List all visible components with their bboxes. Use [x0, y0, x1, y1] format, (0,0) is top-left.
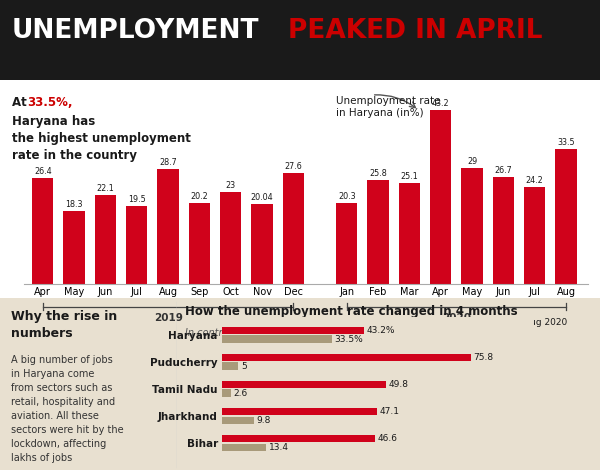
Text: 29: 29 — [467, 157, 477, 165]
Bar — [64, 211, 85, 284]
Bar — [222, 327, 364, 334]
Bar — [222, 362, 238, 370]
Text: 47.1: 47.1 — [379, 407, 400, 416]
Bar — [283, 173, 304, 284]
Text: 49.8: 49.8 — [388, 380, 408, 389]
Text: 33.5%,: 33.5%, — [27, 96, 73, 110]
Text: 19.5: 19.5 — [128, 195, 146, 204]
Bar — [493, 177, 514, 284]
Bar — [222, 354, 471, 361]
Bar — [222, 435, 375, 442]
Bar — [220, 192, 241, 284]
Bar — [189, 203, 210, 284]
Text: 26.7: 26.7 — [494, 166, 512, 175]
Bar — [32, 178, 53, 284]
Text: Haryana has
the highest unemployment
rate in the country: Haryana has the highest unemployment rat… — [12, 115, 191, 162]
Text: 43.2%: 43.2% — [367, 326, 395, 335]
Text: 33.5: 33.5 — [557, 138, 575, 148]
Text: Apr 2020: Apr 2020 — [452, 318, 493, 327]
Text: 24.2: 24.2 — [526, 176, 544, 185]
Bar — [251, 204, 273, 284]
Bar — [222, 444, 266, 451]
Text: 22.1: 22.1 — [97, 184, 115, 193]
Text: 18.3: 18.3 — [65, 200, 83, 209]
Bar — [524, 187, 545, 284]
Text: In contrast to Haryana, other states saw a turnaround: In contrast to Haryana, other states saw… — [185, 328, 450, 337]
Bar — [399, 183, 420, 284]
Bar — [222, 390, 230, 397]
Bar — [556, 149, 577, 284]
Text: Why the rise in
numbers: Why the rise in numbers — [11, 311, 117, 340]
Bar — [95, 196, 116, 284]
Text: 9.8: 9.8 — [257, 416, 271, 425]
Bar — [430, 110, 451, 284]
Text: Unemployment rate
in Haryana (in%): Unemployment rate in Haryana (in%) — [336, 96, 440, 118]
Text: 33.5%: 33.5% — [335, 335, 364, 344]
Bar — [367, 180, 389, 284]
Text: 20.3: 20.3 — [338, 192, 356, 201]
Text: 46.6: 46.6 — [377, 434, 398, 443]
Bar — [336, 203, 358, 284]
Bar — [222, 408, 377, 415]
Bar — [157, 169, 179, 284]
Text: PEAKED IN APRIL: PEAKED IN APRIL — [288, 17, 542, 44]
Text: 28.7: 28.7 — [159, 158, 177, 167]
Text: 43.2: 43.2 — [432, 99, 449, 108]
Bar — [431, 317, 448, 328]
Text: 75.8: 75.8 — [473, 353, 494, 362]
Text: How the unemployment rate changed in 4 months: How the unemployment rate changed in 4 m… — [185, 306, 518, 318]
Text: 2.6: 2.6 — [233, 389, 247, 398]
Bar — [126, 206, 148, 284]
Text: 5: 5 — [241, 362, 247, 371]
Text: 25.1: 25.1 — [401, 172, 418, 181]
Text: 2020: 2020 — [442, 313, 471, 322]
Bar — [222, 416, 254, 424]
Bar — [222, 336, 332, 343]
Text: Aug 2020: Aug 2020 — [524, 318, 567, 327]
Text: A big number of jobs
in Haryana come
from sectors such as
retail, hospitality an: A big number of jobs in Haryana come fro… — [11, 355, 123, 463]
Bar — [503, 317, 520, 328]
Text: 25.8: 25.8 — [369, 169, 387, 179]
Text: At: At — [12, 96, 31, 110]
Text: 20.04: 20.04 — [251, 193, 274, 202]
Bar — [222, 381, 386, 388]
Text: 2019: 2019 — [154, 313, 182, 322]
Text: 26.4: 26.4 — [34, 167, 52, 176]
Text: 23: 23 — [226, 180, 236, 190]
Text: 27.6: 27.6 — [284, 162, 302, 171]
Bar — [461, 167, 483, 284]
Text: UNEMPLOYMENT: UNEMPLOYMENT — [12, 17, 260, 44]
Text: 20.2: 20.2 — [191, 192, 208, 201]
Text: 13.4: 13.4 — [269, 443, 289, 452]
